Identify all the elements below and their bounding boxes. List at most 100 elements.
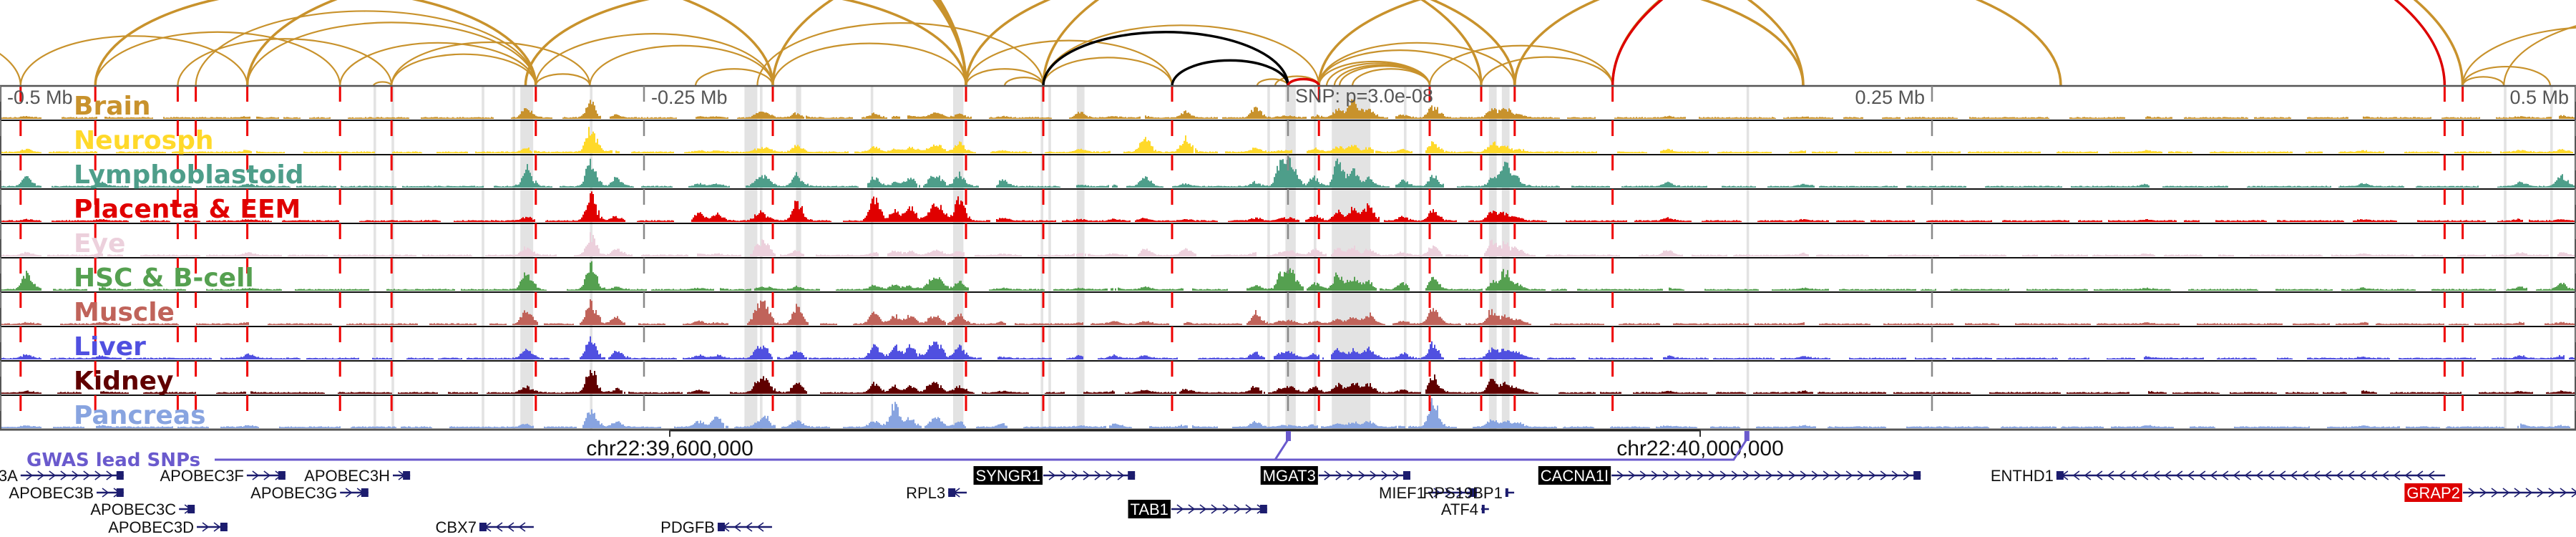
gwas-snp-marker[interactable] [1286, 431, 1291, 441]
gene-mief1[interactable]: MIEF1 [1379, 484, 1477, 502]
strand-chevron [2370, 470, 2378, 480]
strand-chevron [2347, 470, 2355, 480]
loop-arc-gold [1042, 0, 1805, 87]
track-label: Brain [74, 92, 150, 121]
axis-tick-label: -0.5 Mb [7, 87, 73, 108]
strand-chevron [49, 470, 57, 480]
gene-label: CBX7 [435, 518, 476, 536]
gene-label: CACNA1I [1541, 467, 1609, 485]
gene-pdgfb[interactable]: PDGFB [660, 518, 772, 536]
loop-arc-gold [1480, 56, 1614, 87]
gene-rps19bp1[interactable]: RPS19BP1 [1423, 484, 1515, 502]
loop-arc-gold [1042, 57, 1174, 87]
strand-chevron [1719, 470, 1727, 480]
strand-chevron [2393, 470, 2401, 480]
strand-chevron [2187, 470, 2195, 480]
strand-chevron [495, 522, 503, 532]
gene-apobec3h[interactable]: APOBEC3H [304, 467, 411, 485]
loop-arc-gold [94, 0, 537, 87]
track-label: Placenta & EEM [74, 195, 301, 224]
strand-chevron [2164, 470, 2172, 480]
strand-chevron [2313, 470, 2321, 480]
gene-label: RPL3 [906, 484, 945, 502]
signal-eye [0, 232, 2576, 256]
gene-grap2[interactable]: GRAP2 [2404, 483, 2576, 502]
strand-chevron [2381, 470, 2389, 480]
track-label: Eye [74, 229, 125, 258]
loop-arc-gold [2462, 76, 2505, 87]
axis-tick-label: -0.25 Mb [651, 87, 728, 108]
signal-pancreas [0, 398, 2570, 428]
exon-block [479, 523, 487, 531]
loop-arc-gold [1333, 64, 1431, 87]
strand-chevron [2479, 488, 2487, 498]
gene-tab1[interactable]: TAB1 [1128, 500, 1267, 518]
signal-kidney [0, 369, 2576, 394]
exon-block [361, 488, 369, 497]
strand-chevron [2525, 488, 2533, 498]
axis-tick-label: 0.25 Mb [1855, 87, 1925, 108]
strand-chevron [102, 488, 109, 498]
strand-chevron [60, 470, 68, 480]
strand-chevron [1234, 504, 1241, 514]
exon-block [1469, 488, 1477, 497]
gene-enthd1[interactable]: ENTHD1 [1991, 467, 2446, 485]
exon-block [948, 488, 956, 497]
gene-label: GRAP2 [2406, 484, 2460, 502]
strand-chevron [1697, 470, 1704, 480]
strand-chevron [2210, 470, 2218, 480]
exon-block [1403, 471, 1410, 480]
strand-chevron [2118, 470, 2126, 480]
exon-block [403, 471, 411, 480]
loop-arc-gold [0, 52, 21, 87]
strand-chevron [83, 470, 91, 480]
gene-rpl3[interactable]: RPL3 [906, 484, 967, 502]
loop-arc-gold [1428, 44, 1614, 87]
strand-chevron [2301, 470, 2309, 480]
gene-apobec3f[interactable]: APOBEC3F [160, 467, 286, 485]
exon-block [187, 505, 195, 513]
strand-chevron [2358, 470, 2366, 480]
chromatin-loop-arcs [0, 0, 2576, 87]
strand-chevron [2233, 470, 2240, 480]
gene-apobec3d[interactable]: APOBEC3D [108, 518, 228, 536]
strand-chevron [345, 488, 353, 498]
loop-arc-gold [771, 42, 967, 87]
strand-chevron [2537, 488, 2545, 498]
exon-block [116, 471, 124, 480]
gene-label: APOBEC3A [0, 467, 18, 485]
strand-chevron [2278, 470, 2286, 480]
loop-arc-gold [756, 21, 1045, 87]
gene-label: APOBEC3F [160, 467, 244, 485]
gwas-snp-marker[interactable] [1744, 431, 1750, 441]
gene-cacna1i[interactable]: CACNA1I [1538, 466, 1921, 485]
gene-apobec3g[interactable]: APOBEC3G [250, 484, 369, 502]
gene-mgat3[interactable]: MGAT3 [1260, 466, 1410, 485]
gwas-track-label: GWAS lead SNPs [26, 450, 200, 471]
gene-label: SYNGR1 [976, 467, 1040, 485]
loop-arc-gold [339, 42, 537, 87]
gene-track: APOBEC3AAPOBEC3BAPOBEC3CAPOBEC3D APOBEC3F… [0, 466, 2576, 536]
strand-chevron [2290, 470, 2298, 480]
gene-cbx7[interactable]: CBX7 [435, 518, 534, 536]
loop-arc-gold [19, 35, 248, 87]
loop-arc-gold [246, 21, 537, 87]
gene-syngr1[interactable]: SYNGR1 [973, 466, 1136, 485]
gene-apobec3b[interactable]: APOBEC3B [9, 484, 124, 502]
loop-arc-gold [1042, 24, 1320, 87]
gene-apobec3a[interactable]: APOBEC3A [0, 467, 124, 485]
loop-arc-gold [524, 0, 967, 87]
strand-chevron [1765, 470, 1773, 480]
loop-arc-gold [94, 31, 341, 87]
gene-highlight-box [1260, 466, 1318, 485]
gene-apobec3c[interactable]: APOBEC3C [90, 500, 195, 518]
gene-atf4[interactable]: ATF4 [1441, 500, 1489, 518]
loop-arc-gold [535, 73, 591, 87]
strand-chevron [2084, 470, 2092, 480]
loop-arc-gold [177, 38, 393, 87]
track-label: Liver [74, 332, 146, 362]
gene-highlight-box [973, 466, 1043, 485]
strand-chevron [1117, 470, 1125, 480]
exon-block [717, 523, 725, 531]
